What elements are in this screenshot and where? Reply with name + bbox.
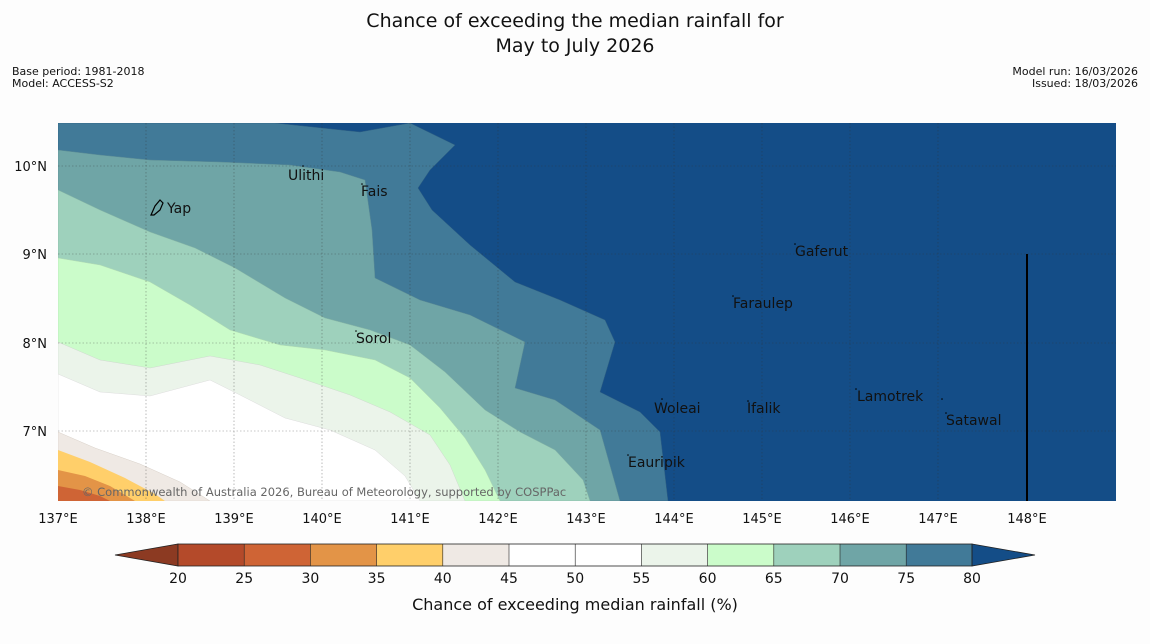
colorbar-bin [376,544,443,566]
colorbar-bin [244,544,311,566]
colorbar-tick: 45 [500,571,518,587]
issued-date: Issued: 18/03/2026 [1031,77,1138,90]
colorbar-bin [178,544,245,566]
colorbar-tick: 25 [235,571,253,587]
x-tick: 143°E [566,512,606,527]
x-tick: 139°E [214,512,254,527]
y-tick-7n: 7°N [23,425,48,440]
place-fais: Fais [361,184,388,200]
colorbar-tick: 35 [368,571,386,587]
contour-map: Yap Ulithi Fais Gaferut Faraulep Sorol W… [58,123,1116,501]
colorbar-tick: 80 [963,571,981,587]
place-gaferut: Gaferut [795,244,849,260]
contour-25-30 [58,486,110,501]
x-tick: 146°E [830,512,870,527]
title-line-2: May to July 2026 [495,35,655,57]
model-name: Model: ACCESS-S2 [12,77,114,90]
x-tick: 140°E [302,512,342,527]
base-period: Base period: 1981-2018 [12,65,145,78]
x-tick: 147°E [918,512,958,527]
x-tick: 137°E [38,512,78,527]
copyright-notice: © Commonwealth of Australia 2026, Bureau… [82,485,566,499]
colorbar-bin [509,544,576,566]
colorbar-tick: 75 [897,571,915,587]
colorbar-tick: 60 [699,571,717,587]
x-tick: 144°E [654,512,694,527]
gridlines [58,123,1116,501]
colorbar-tick: 30 [301,571,319,587]
colorbar-high-extend [971,543,1036,567]
colorbar: 20 25 30 35 40 45 50 55 60 65 70 75 80 C… [114,543,1036,614]
place-satawal: Satawal [946,413,1001,429]
y-tick-10n: 10°N [14,160,47,175]
place-ulithi: Ulithi [288,168,324,184]
colorbar-tick: 20 [169,571,187,587]
colorbar-low-extend [114,543,179,567]
y-tick-9n: 9°N [23,248,48,263]
place-faraulep: Faraulep [733,296,793,312]
colorbar-tick: 65 [765,571,783,587]
place-yap: Yap [166,201,191,217]
y-tick-8n: 8°N [23,337,48,352]
colorbar-bin [906,544,973,566]
island-markers [302,165,947,456]
colorbar-tick: 50 [566,571,584,587]
x-tick: 138°E [126,512,166,527]
colorbar-ticks: 20 25 30 35 40 45 50 55 60 65 70 75 80 [169,571,981,587]
x-tick: 145°E [742,512,782,527]
place-eauripik: Eauripik [628,455,686,471]
place-ifalik: Ifalik [747,401,781,417]
colorbar-bin [773,544,840,566]
x-axis-ticks: 137°E 138°E 139°E 140°E 141°E 142°E 143°… [38,512,1047,527]
colorbar-bin [442,544,509,566]
place-sorol: Sorol [356,331,391,347]
colorbar-tick: 55 [632,571,650,587]
colorbar-tick: 70 [831,571,849,587]
colorbar-label: Chance of exceeding median rainfall (%) [412,595,738,614]
colorbar-bin [575,544,642,566]
colorbar-bin [310,544,377,566]
place-lamotrek: Lamotrek [857,389,924,405]
colorbar-tick: 40 [434,571,452,587]
x-tick: 142°E [478,512,518,527]
y-axis-ticks: 10°N 9°N 8°N 7°N [14,160,47,440]
x-tick: 148°E [1007,512,1047,527]
x-tick: 141°E [390,512,430,527]
colorbar-bin [707,544,774,566]
colorbar-bin [641,544,708,566]
place-woleai: Woleai [654,401,701,417]
colorbar-bin [840,544,907,566]
model-run: Model run: 16/03/2026 [1012,65,1138,78]
yap-island-shape [150,199,164,216]
title-line-1: Chance of exceeding the median rainfall … [366,10,784,32]
